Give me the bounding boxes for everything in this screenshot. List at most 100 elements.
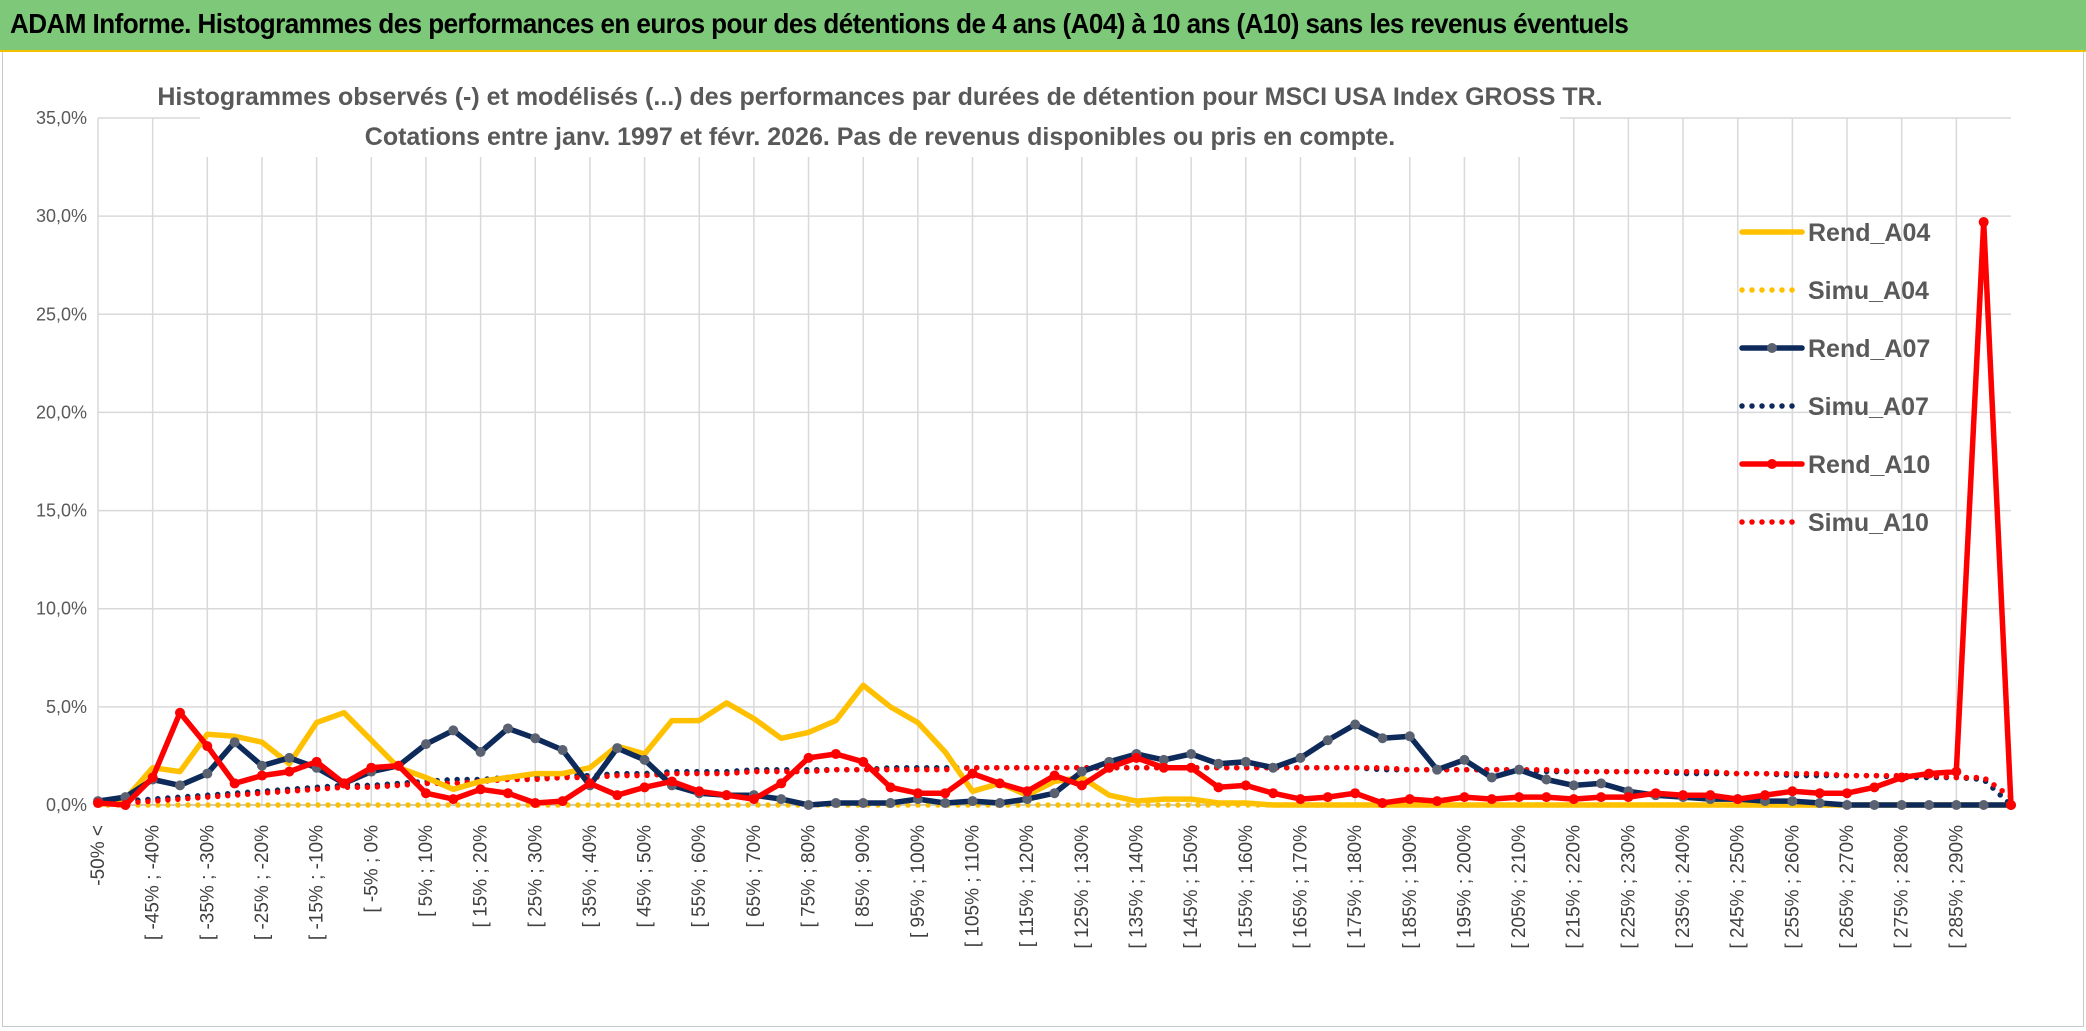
legend-item-rend-a07: Rend_A07 (1739, 335, 1930, 363)
legend-marker (1767, 343, 1777, 353)
data-point (1568, 794, 1579, 805)
data-point (612, 743, 623, 754)
data-point (1432, 796, 1443, 807)
data-point (584, 778, 595, 789)
data-point (1158, 762, 1169, 773)
data-point (803, 800, 814, 810)
data-point (1350, 788, 1361, 799)
data-point (202, 741, 213, 752)
title-background (200, 75, 1560, 157)
data-point (1295, 794, 1306, 805)
x-tick-label: [ 195% ; 200% (1454, 825, 1475, 949)
data-point (1158, 754, 1169, 765)
x-tick-label: [ -15% ; -10% (307, 825, 328, 940)
y-axis: 0,0% 5,0% 10,0% 15,0% 20,0% 25,0% 30,0% 35,0% (36, 108, 87, 815)
data-point (1322, 735, 1333, 746)
data-point (420, 739, 431, 750)
data-point (1076, 780, 1087, 791)
data-point (912, 788, 923, 799)
data-point (1705, 790, 1716, 801)
data-point (1814, 798, 1825, 809)
data-point (1896, 800, 1907, 810)
data-point (1404, 731, 1415, 742)
x-tick-label: [ 85% ; 90% (853, 825, 874, 928)
x-tick-label: [ 135% ; 140% (1126, 825, 1147, 949)
data-point (776, 778, 787, 789)
data-point (1240, 780, 1251, 791)
data-point (1459, 792, 1470, 803)
data-point (1377, 733, 1388, 744)
data-point (1486, 794, 1497, 805)
data-point (1350, 719, 1361, 730)
data-point (557, 745, 568, 756)
data-point (475, 784, 486, 795)
x-tick-label: [ 15% ; 20% (471, 825, 492, 928)
x-tick-label: [ 95% ; 100% (908, 825, 929, 938)
data-point (1787, 796, 1798, 807)
data-point (830, 748, 841, 759)
chart-frame (2, 52, 2084, 1027)
data-point (1186, 762, 1197, 773)
x-tick-label: [ 265% ; 270% (1837, 825, 1858, 949)
y-tick-label: 20,0% (36, 402, 87, 422)
data-point (1924, 800, 1935, 810)
data-point (1486, 772, 1497, 783)
legend-marker (1767, 459, 1777, 469)
data-point (229, 778, 240, 789)
report-title: ADAM Informe. Histogrammes des performan… (10, 8, 1629, 39)
data-point (1377, 798, 1388, 809)
legend-label: Rend_A04 (1808, 219, 1930, 247)
data-point (1295, 752, 1306, 763)
series-line (95, 219, 2014, 808)
legend-item-rend-a04: Rend_A04 (1739, 219, 1930, 247)
data-point (1213, 758, 1224, 769)
y-tick-label: 5,0% (46, 697, 87, 717)
data-point (502, 788, 513, 799)
legend-label: Rend_A10 (1808, 451, 1930, 479)
data-point (748, 794, 759, 805)
x-tick-label: [ 25% ; 30% (525, 825, 546, 928)
data-point (174, 707, 185, 718)
data-point (858, 756, 869, 767)
series-rend-a04 (95, 682, 2014, 808)
data-point (530, 798, 541, 809)
legend-item-simu-a10: Simu_A10 (1739, 509, 1929, 537)
x-tick-label: -50% < (88, 825, 109, 886)
data-point (1787, 786, 1798, 797)
data-point (1760, 790, 1771, 801)
data-point (994, 798, 1005, 809)
data-point (1951, 766, 1962, 777)
data-point (284, 766, 295, 777)
data-point (1951, 800, 1962, 810)
y-tick-label: 15,0% (36, 501, 87, 521)
chart-title: Histogrammes observés (-) et modélisés (… (157, 83, 1602, 111)
data-point (93, 798, 103, 809)
data-point (1568, 780, 1579, 791)
y-tick-label: 25,0% (36, 304, 87, 324)
data-point (1268, 762, 1279, 773)
series-line (95, 682, 2014, 808)
data-point (420, 788, 431, 799)
data-point (448, 725, 459, 736)
x-tick-label: [ 55% ; 60% (689, 825, 710, 928)
data-point (1022, 786, 1033, 797)
x-tick-label: [ 115% ; 120% (1017, 825, 1038, 947)
data-point (1541, 774, 1552, 785)
data-point (1049, 788, 1060, 799)
data-point (557, 796, 568, 807)
data-point (475, 747, 486, 758)
x-tick-label: [ 285% ; 290% (1946, 825, 1967, 949)
y-tick-label: 35,0% (36, 108, 87, 128)
y-tick-label: 0,0% (46, 795, 87, 815)
data-point (666, 776, 677, 787)
data-point (1814, 788, 1825, 799)
data-point (448, 794, 459, 805)
data-point (1022, 794, 1033, 805)
x-tick-label: [ 245% ; 250% (1728, 825, 1749, 949)
data-point (885, 782, 896, 793)
data-point (1131, 752, 1142, 763)
y-tick-label: 10,0% (36, 599, 87, 619)
x-tick-label: [ 255% ; 260% (1782, 825, 1803, 949)
x-tick-label: [ 105% ; 110% (963, 825, 984, 947)
x-tick-label: [ -5% ; 0% (361, 825, 382, 913)
